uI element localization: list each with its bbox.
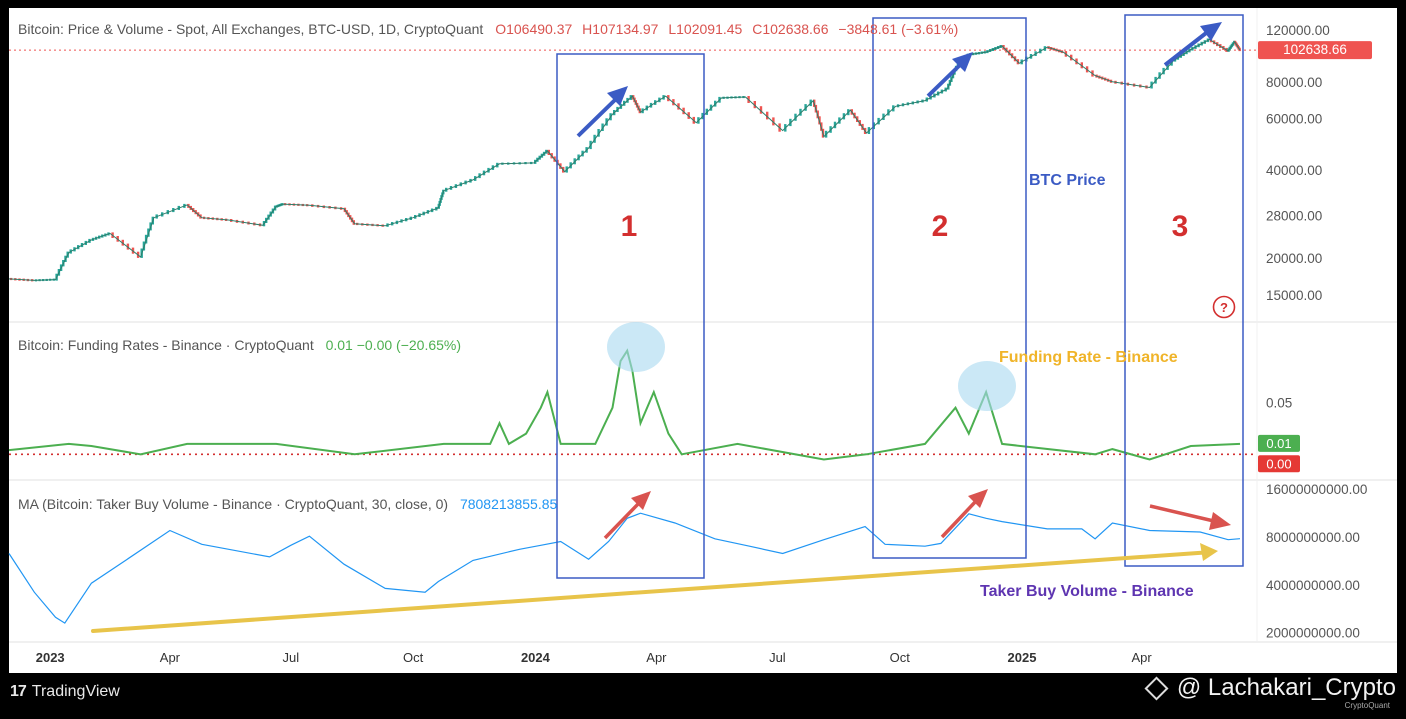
price-high: H107134.97 <box>582 21 659 37</box>
price-candle <box>601 123 604 131</box>
arrow-red-1 <box>603 491 651 540</box>
price-low: L102091.45 <box>668 21 742 37</box>
price-y-tick-label: 15000.00 <box>1266 288 1322 303</box>
price-y-tick-label: 40000.00 <box>1266 163 1322 178</box>
funding-pane-values: 0.01 −0.00 (−20.65%) <box>326 337 461 353</box>
box-2-label: 2 <box>932 210 949 243</box>
price-candle <box>682 107 685 115</box>
highlight-box-2 <box>872 17 1027 559</box>
box-1-label: 1 <box>621 210 638 243</box>
price-change: −3848.61 (−3.61%) <box>838 21 958 37</box>
funding-rate-annotation: Funding Rate - Binance <box>999 349 1178 366</box>
x-tick-label: Oct <box>890 650 911 665</box>
arrow-blue-1 <box>576 86 628 138</box>
volume-y-tick-label: 2000000000.00 <box>1266 626 1360 641</box>
author-handle-text: @ Lachakari_Crypto <box>1176 674 1396 701</box>
price-open: O106490.37 <box>495 21 572 37</box>
price-candle <box>794 113 797 121</box>
x-tick-label: 2025 <box>1008 650 1037 665</box>
volume-y-tick-label: 16000000000.00 <box>1266 482 1367 497</box>
volume-y-tick-label: 8000000000.00 <box>1266 530 1360 545</box>
funding-highlight-1 <box>607 322 665 372</box>
price-candle <box>799 108 802 116</box>
price-y-tick-label: 80000.00 <box>1266 75 1322 90</box>
author-handle: @ Lachakari_Crypto <box>1144 674 1396 702</box>
funding-highlight-2 <box>958 361 1016 411</box>
funding-pane-header: Bitcoin: Funding Rates - Binance · Crypt… <box>18 337 461 353</box>
price-pane-header: Bitcoin: Price & Volume - Spot, All Exch… <box>18 21 958 37</box>
tradingview-label: TradingView <box>31 683 120 700</box>
price-series-line <box>8 38 1241 281</box>
x-tick-label: Jul <box>282 650 299 665</box>
volume-trend-line <box>91 550 1214 633</box>
x-tick-label: Apr <box>646 650 667 665</box>
help-icon[interactable]: ? <box>1212 295 1236 319</box>
price-candle <box>753 101 756 109</box>
volume-y-tick-label: 4000000000.00 <box>1266 578 1360 593</box>
price-candle <box>597 129 600 137</box>
x-axis: 2023 Apr Jul Oct 2024 Apr Jul Oct 2025 Apr <box>36 650 1153 665</box>
help-icon-glyph: ? <box>1220 300 1228 315</box>
btc-price-annotation: BTC Price <box>1029 172 1106 189</box>
x-tick-label: Jul <box>769 650 786 665</box>
cryptoquant-sublabel: CryptoQuant <box>1344 701 1390 710</box>
x-tick-label: 2023 <box>36 650 65 665</box>
funding-y-axis: 0.05 <box>1266 396 1292 411</box>
highlight-box-3 <box>1124 14 1244 567</box>
taker-buy-volume-series-line <box>8 512 1241 624</box>
last-price-badge-text: 102638.66 <box>1283 42 1347 57</box>
price-pane-title: Bitcoin: Price & Volume - Spot, All Exch… <box>18 21 483 37</box>
price-candle <box>759 106 763 114</box>
taker-volume-annotation: Taker Buy Volume - Binance <box>980 583 1194 600</box>
cryptoquant-diamond-icon <box>1144 675 1169 701</box>
funding-pane-title: Bitcoin: Funding Rates - Binance · Crypt… <box>18 337 314 353</box>
price-candle <box>766 111 769 120</box>
price-y-tick-label: 60000.00 <box>1266 111 1322 126</box>
x-tick-label: Apr <box>1131 650 1152 665</box>
arrow-red-2 <box>940 489 988 539</box>
tradingview-logo-icon: 17 <box>10 683 27 700</box>
volume-pane-value: 7808213855.85 <box>460 496 558 512</box>
highlight-box-1 <box>556 53 705 579</box>
arrow-blue-3 <box>1163 22 1222 67</box>
x-tick-label: Apr <box>160 650 181 665</box>
funding-zero-badge-text: 0.00 <box>1266 456 1291 471</box>
arrow-red-3 <box>1149 504 1231 530</box>
price-candle <box>677 103 680 110</box>
volume-pane-title: MA (Bitcoin: Taker Buy Volume - Binance … <box>18 496 448 512</box>
price-y-tick-label: 28000.00 <box>1266 208 1322 223</box>
arrow-blue-2 <box>926 52 973 98</box>
tradingview-brand: 17 TradingView <box>10 683 120 701</box>
price-close: C102638.66 <box>752 21 829 37</box>
funding-last-badge: 0.01 <box>1258 434 1300 452</box>
box-3-label: 3 <box>1172 210 1189 243</box>
x-tick-label: Oct <box>403 650 424 665</box>
volume-pane-header: MA (Bitcoin: Taker Buy Volume - Binance … <box>18 496 557 512</box>
price-y-tick-label: 20000.00 <box>1266 251 1322 266</box>
volume-trend-arrowhead <box>1200 543 1218 561</box>
volume-y-axis: 16000000000.00 8000000000.00 4000000000.00… <box>1266 482 1367 641</box>
last-price-badge: 102638.66 <box>1258 41 1372 60</box>
price-y-tick-label: 120000.00 <box>1266 23 1330 38</box>
price-candle <box>877 117 880 125</box>
funding-last-badge-text: 0.01 <box>1266 436 1291 451</box>
price-candle <box>772 117 775 126</box>
price-y-axis: 120000.00 80000.00 60000.00 40000.00 28000.0… <box>1266 23 1330 303</box>
x-tick-label: 2024 <box>521 650 551 665</box>
funding-y-tick-label: 0.05 <box>1266 396 1292 411</box>
funding-zero-badge: 0.00 <box>1258 455 1300 473</box>
